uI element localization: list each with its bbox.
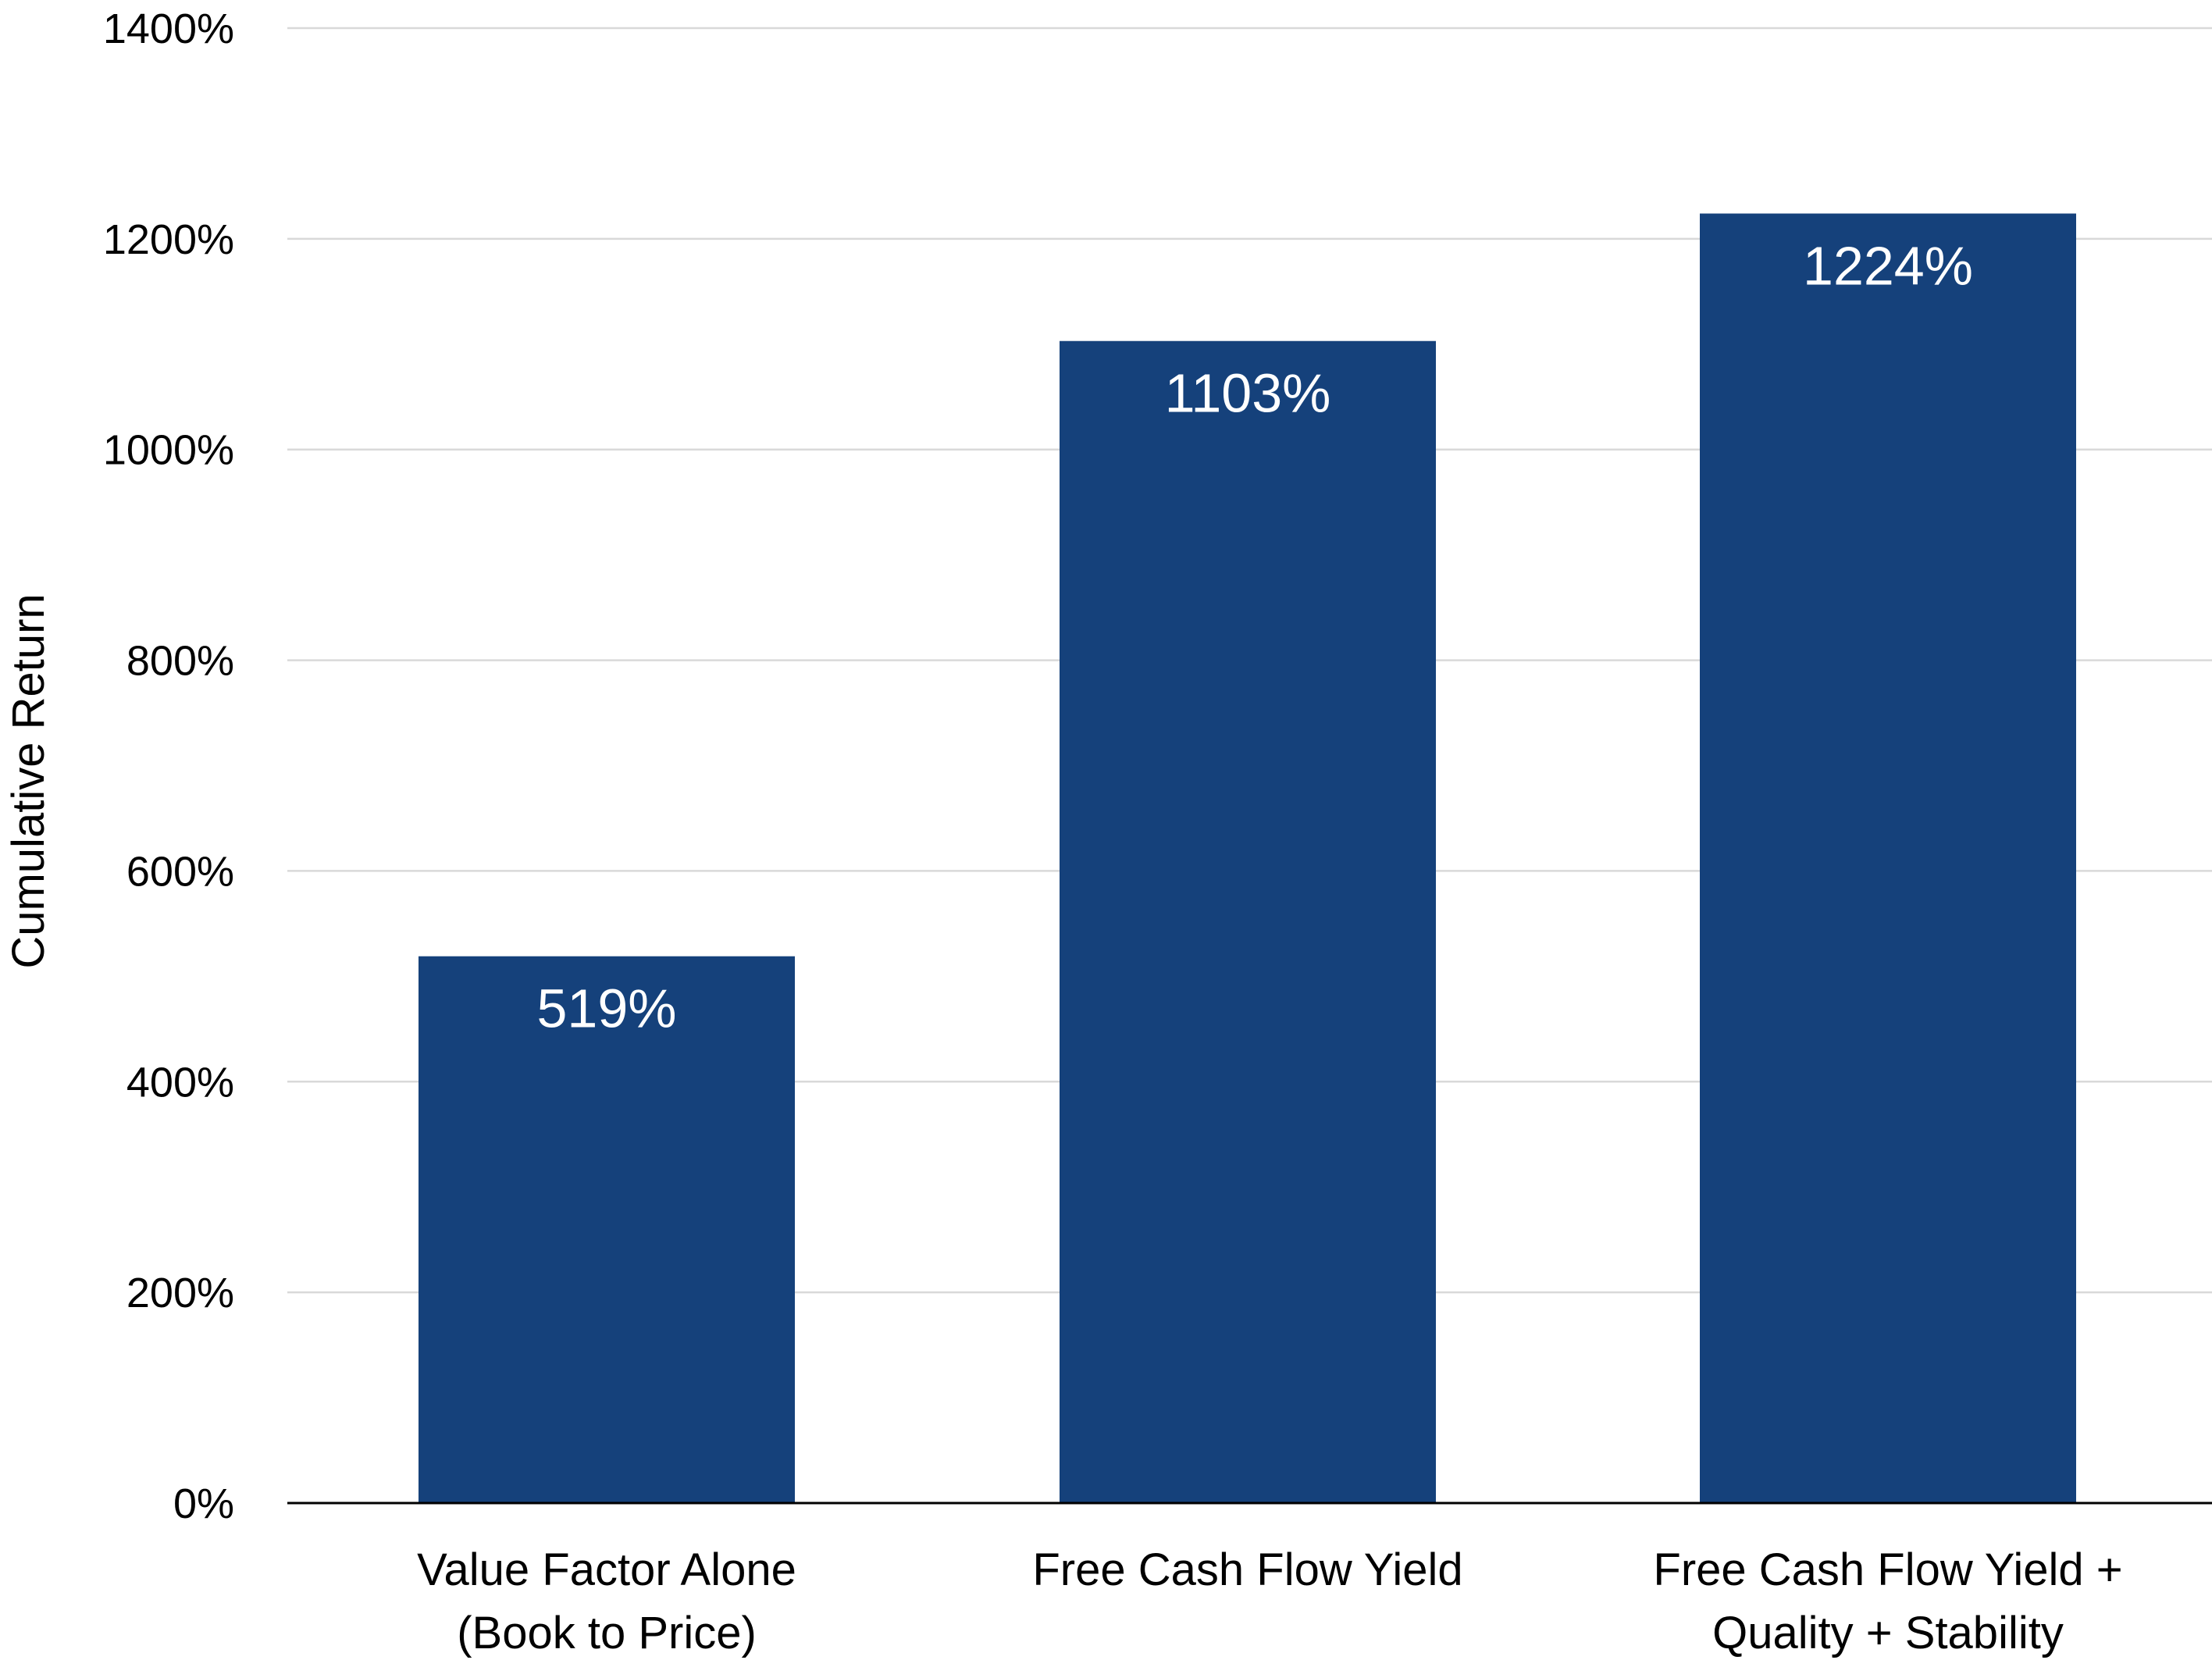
bar-value-label: 1103% <box>1165 363 1331 424</box>
y-axis-ticks: 0% 200% 400% 600% 800% 1000% 1200% 1400% <box>103 5 234 1527</box>
y-tick-label: 400% <box>126 1059 234 1106</box>
bar-3 <box>1700 213 2076 1504</box>
y-tick-label: 1000% <box>103 427 234 474</box>
y-tick-label: 0% <box>173 1480 234 1527</box>
bar-1 <box>419 956 795 1503</box>
bars <box>419 213 2076 1504</box>
x-axis-category-labels: Value Factor Alone (Book to Price) Free Ca… <box>417 1544 2123 1658</box>
y-tick-label: 1400% <box>103 5 234 52</box>
bar-2 <box>1060 340 1436 1504</box>
data-labels: 519% 1103% 1224% <box>536 235 1973 1038</box>
y-tick-label: 800% <box>126 638 234 685</box>
bar-value-label: 519% <box>536 978 676 1039</box>
y-tick-label: 600% <box>126 848 234 895</box>
x-category-label: Free Cash Flow Yield + <box>1653 1544 2122 1595</box>
x-category-label: Quality + Stability <box>1712 1608 2064 1658</box>
y-axis-title: Cumulative Return <box>3 593 54 968</box>
bar-value-label: 1224% <box>1803 235 1973 296</box>
x-category-label: (Book to Price) <box>457 1608 757 1658</box>
x-category-label: Free Cash Flow Yield <box>1032 1544 1462 1595</box>
y-tick-label: 200% <box>126 1270 234 1316</box>
x-category-label: Value Factor Alone <box>417 1544 796 1595</box>
y-tick-label: 1200% <box>103 216 234 263</box>
